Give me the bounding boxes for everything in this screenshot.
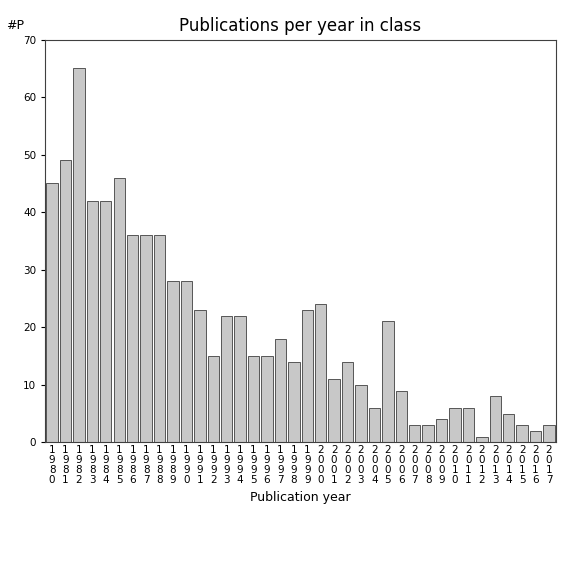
- Bar: [342, 362, 353, 442]
- Bar: [369, 408, 380, 442]
- Bar: [194, 310, 205, 442]
- Bar: [449, 408, 460, 442]
- Bar: [87, 201, 98, 442]
- Bar: [234, 316, 246, 442]
- Bar: [113, 177, 125, 442]
- Bar: [288, 362, 299, 442]
- Bar: [167, 281, 179, 442]
- Bar: [436, 419, 447, 442]
- Bar: [396, 391, 407, 442]
- Bar: [248, 356, 259, 442]
- Bar: [503, 413, 514, 442]
- Bar: [274, 338, 286, 442]
- Bar: [73, 69, 84, 442]
- Bar: [530, 431, 541, 442]
- Title: Publications per year in class: Publications per year in class: [179, 18, 422, 35]
- Bar: [517, 425, 528, 442]
- Bar: [221, 316, 232, 442]
- Bar: [154, 235, 165, 442]
- Bar: [100, 201, 112, 442]
- Bar: [127, 235, 138, 442]
- Bar: [382, 321, 393, 442]
- Y-axis label: #P: #P: [6, 19, 24, 32]
- Bar: [141, 235, 152, 442]
- Bar: [476, 437, 488, 442]
- Bar: [60, 160, 71, 442]
- Bar: [181, 281, 192, 442]
- Bar: [543, 425, 555, 442]
- Bar: [328, 379, 340, 442]
- Bar: [489, 396, 501, 442]
- Bar: [463, 408, 474, 442]
- Bar: [356, 385, 367, 442]
- Bar: [315, 304, 327, 442]
- Bar: [409, 425, 420, 442]
- Bar: [302, 310, 313, 442]
- X-axis label: Publication year: Publication year: [250, 490, 351, 503]
- Bar: [422, 425, 434, 442]
- Bar: [261, 356, 273, 442]
- Bar: [46, 184, 58, 442]
- Bar: [208, 356, 219, 442]
